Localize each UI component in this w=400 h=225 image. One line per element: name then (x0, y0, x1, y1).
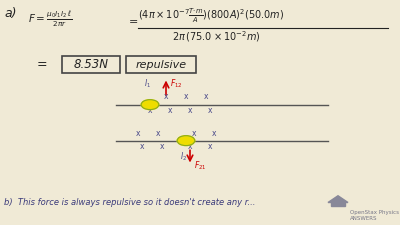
Text: x: x (188, 106, 192, 115)
Text: a): a) (4, 7, 16, 20)
Text: $(4\pi \times 10^{-7}\frac{T{\cdot}m}{A})(800A)^2(50.0m)$: $(4\pi \times 10^{-7}\frac{T{\cdot}m}{A}… (138, 7, 284, 25)
Circle shape (141, 100, 159, 110)
Text: $=$: $=$ (126, 15, 138, 25)
Text: ANSWERS: ANSWERS (350, 216, 378, 221)
Text: $=$: $=$ (34, 56, 48, 70)
Text: 8.53N: 8.53N (74, 58, 109, 71)
Text: x: x (140, 142, 144, 151)
Text: $F_{12}$: $F_{12}$ (170, 78, 183, 90)
Text: x: x (208, 106, 212, 115)
Text: x: x (164, 92, 168, 101)
Text: x: x (188, 142, 192, 151)
Text: $2\pi\,(75.0\times 10^{-2}m)$: $2\pi\,(75.0\times 10^{-2}m)$ (172, 29, 260, 44)
Polygon shape (328, 196, 348, 202)
Text: x: x (136, 129, 140, 138)
Bar (331, 202, 345, 206)
Text: x: x (168, 106, 172, 115)
Text: b)  This force is always repulsive so it doesn't create any r...: b) This force is always repulsive so it … (4, 198, 255, 207)
Text: $F = \frac{\mu_0 I_1 I_2\, \ell}{2\pi r}$: $F = \frac{\mu_0 I_1 I_2\, \ell}{2\pi r}… (28, 9, 72, 29)
Text: $I_1$: $I_1$ (144, 77, 152, 90)
Text: x: x (212, 129, 216, 138)
Text: OpenStax Physics: OpenStax Physics (350, 210, 399, 215)
Circle shape (177, 136, 195, 146)
Text: x: x (192, 129, 196, 138)
Text: x: x (148, 106, 152, 115)
Text: x: x (156, 129, 160, 138)
Text: x: x (204, 92, 208, 101)
Text: x: x (208, 142, 212, 151)
Text: $F_{21}$: $F_{21}$ (194, 160, 207, 172)
Bar (62, 56, 120, 73)
Text: x: x (184, 92, 188, 101)
Text: $I_2$: $I_2$ (180, 151, 188, 163)
Text: repulsive: repulsive (136, 60, 187, 70)
Bar (126, 56, 196, 73)
Text: x: x (160, 142, 164, 151)
